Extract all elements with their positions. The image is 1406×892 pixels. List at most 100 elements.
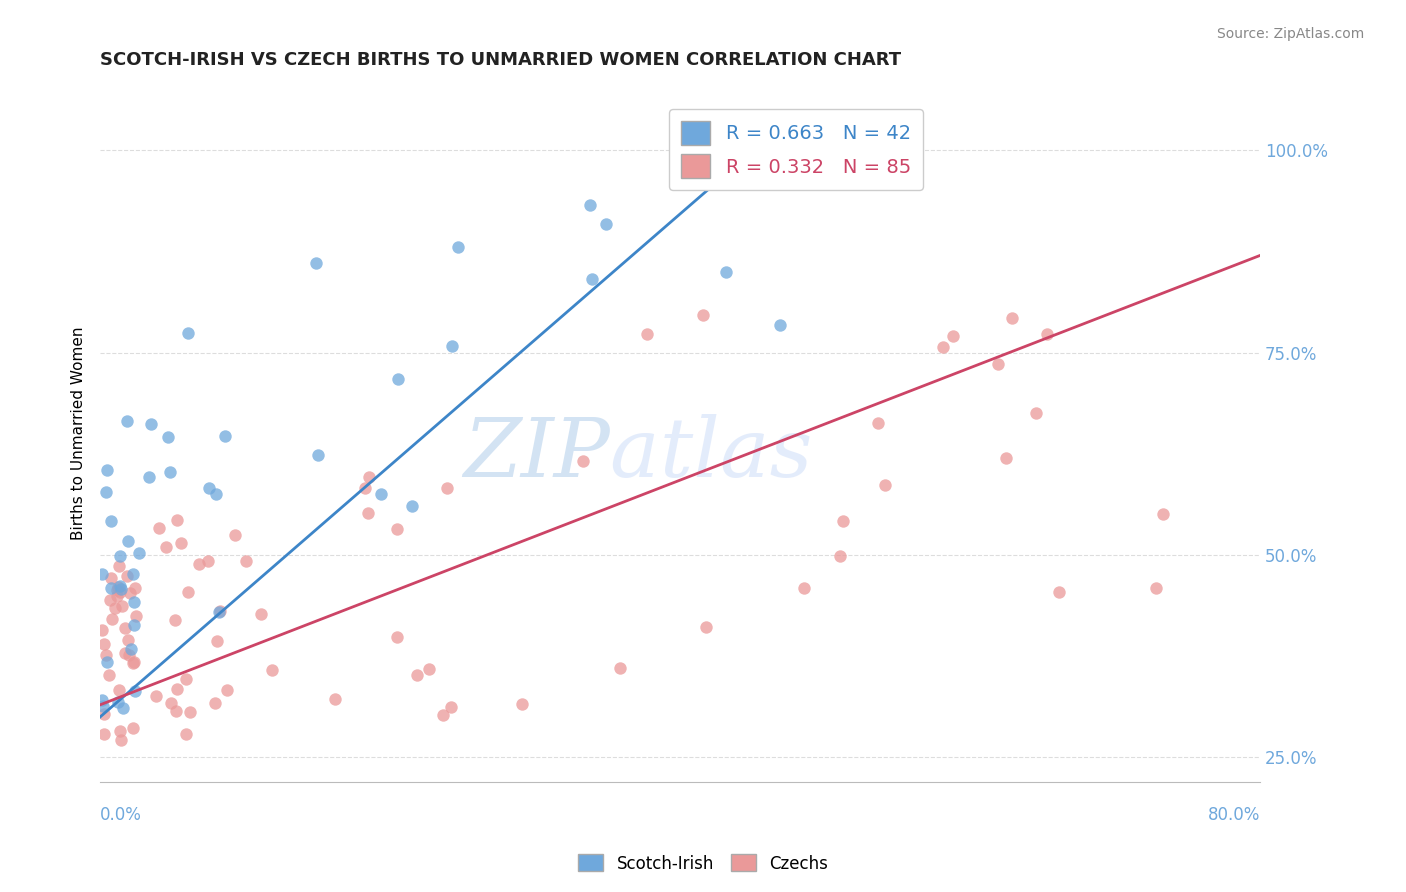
Point	[117, 533, 139, 548]
Point	[208, 604, 231, 618]
Point	[354, 481, 377, 495]
Point	[305, 256, 328, 270]
Point	[249, 607, 271, 622]
Point	[1025, 406, 1047, 420]
Point	[636, 326, 658, 341]
Point	[122, 655, 145, 669]
Point	[385, 522, 408, 536]
Point	[571, 454, 593, 468]
Point	[159, 696, 181, 710]
Text: at​las: at​las	[610, 415, 813, 494]
Point	[831, 514, 853, 528]
Y-axis label: Births to Unmarried Women: Births to Unmarried Women	[72, 326, 86, 541]
Point	[145, 690, 167, 704]
Point	[156, 430, 179, 444]
Point	[235, 554, 257, 568]
Point	[110, 582, 132, 596]
Point	[114, 621, 136, 635]
Point	[793, 582, 815, 596]
Point	[166, 513, 188, 527]
Point	[714, 265, 737, 279]
Point	[198, 481, 221, 495]
Point	[307, 449, 329, 463]
Point	[510, 698, 533, 712]
Point	[128, 546, 150, 560]
Point	[111, 701, 134, 715]
Point	[91, 567, 114, 582]
Point	[828, 549, 851, 563]
Text: 80.0%: 80.0%	[1208, 806, 1260, 824]
Point	[166, 681, 188, 696]
Point	[987, 358, 1010, 372]
Point	[224, 528, 246, 542]
Point	[124, 684, 146, 698]
Point	[110, 585, 132, 599]
Point	[579, 198, 602, 212]
Point	[179, 705, 201, 719]
Point	[357, 470, 380, 484]
Text: Source: ZipAtlas.com: Source: ZipAtlas.com	[1216, 27, 1364, 41]
Point	[108, 723, 131, 738]
Point	[406, 667, 429, 681]
Point	[866, 416, 889, 430]
Text: ZIP: ZIP	[464, 415, 610, 494]
Point	[994, 451, 1017, 466]
Point	[138, 469, 160, 483]
Point	[208, 605, 231, 619]
Point	[1144, 582, 1167, 596]
Point	[1001, 310, 1024, 325]
Point	[323, 692, 346, 706]
Point	[124, 617, 146, 632]
Point	[942, 329, 965, 343]
Point	[107, 695, 129, 709]
Point	[104, 600, 127, 615]
Point	[159, 465, 181, 479]
Point	[387, 371, 409, 385]
Point	[117, 633, 139, 648]
Point	[117, 414, 139, 428]
Point	[436, 481, 458, 495]
Point	[120, 642, 142, 657]
Point	[401, 499, 423, 513]
Text: 0.0%: 0.0%	[100, 806, 142, 824]
Point	[217, 683, 239, 698]
Point	[214, 429, 236, 443]
Point	[695, 620, 717, 634]
Point	[177, 584, 200, 599]
Point	[93, 637, 115, 651]
Point	[93, 726, 115, 740]
Point	[170, 535, 193, 549]
Point	[110, 732, 132, 747]
Point	[118, 648, 141, 663]
Point	[98, 667, 121, 681]
Point	[108, 559, 131, 574]
Point	[260, 663, 283, 677]
Point	[174, 672, 197, 686]
Point	[124, 608, 146, 623]
Point	[91, 623, 114, 637]
Point	[118, 586, 141, 600]
Point	[122, 722, 145, 736]
Point	[115, 569, 138, 583]
Legend: R = 0.663   N = 42, R = 0.332   N = 85: R = 0.663 N = 42, R = 0.332 N = 85	[669, 109, 922, 190]
Point	[163, 614, 186, 628]
Point	[1036, 327, 1059, 342]
Point	[873, 478, 896, 492]
Point	[91, 699, 114, 714]
Point	[100, 611, 122, 625]
Point	[108, 580, 131, 594]
Point	[122, 595, 145, 609]
Point	[1049, 585, 1071, 599]
Point	[174, 726, 197, 740]
Point	[440, 699, 463, 714]
Point	[197, 553, 219, 567]
Point	[205, 634, 228, 648]
Point	[370, 487, 392, 501]
Point	[108, 682, 131, 697]
Point	[105, 590, 128, 604]
Point	[447, 240, 470, 254]
Point	[155, 540, 177, 554]
Point	[165, 704, 187, 718]
Point	[176, 326, 198, 341]
Point	[96, 648, 118, 662]
